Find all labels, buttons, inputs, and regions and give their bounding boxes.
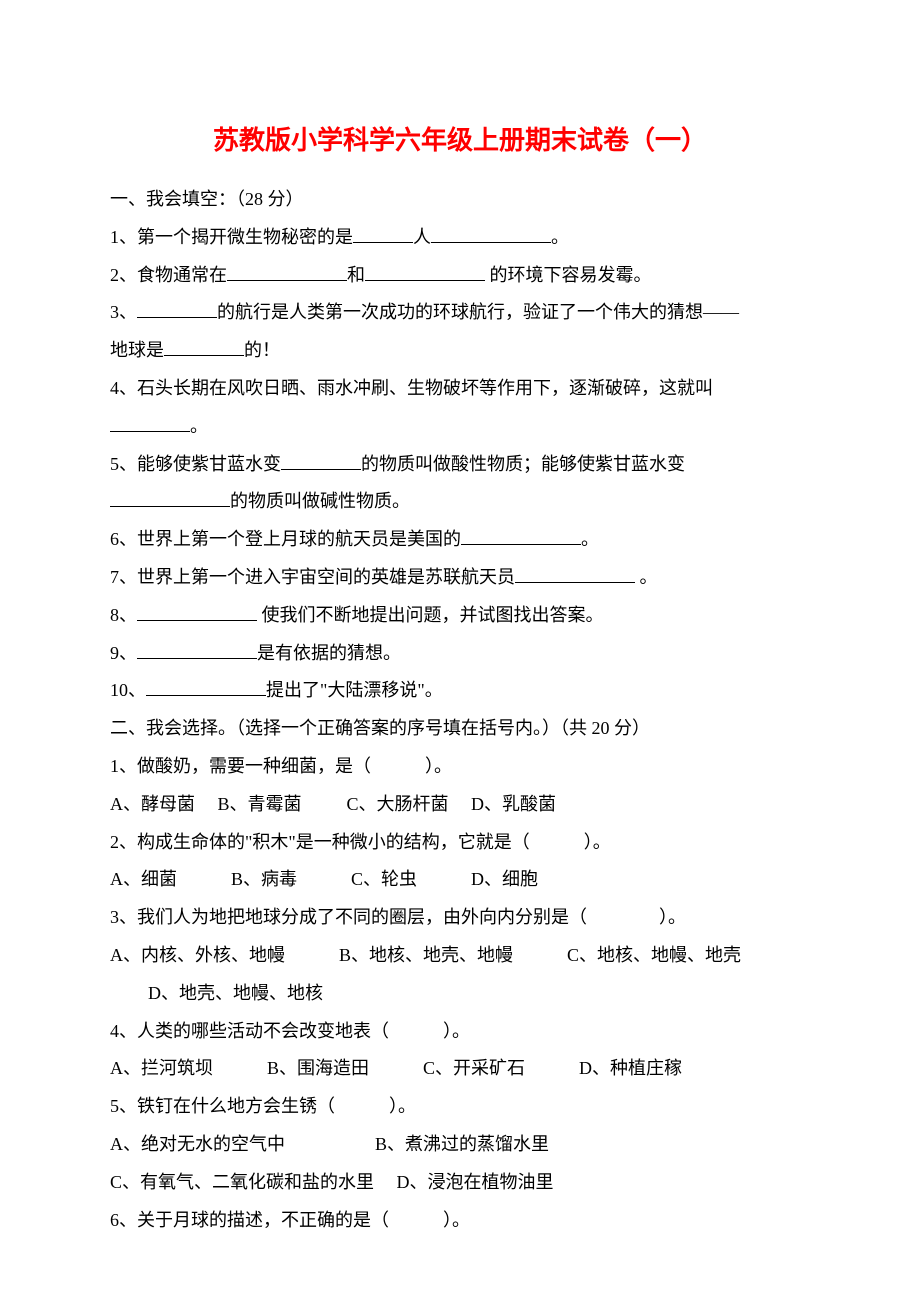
blank bbox=[461, 527, 581, 545]
q2-text2: 和 bbox=[347, 265, 365, 285]
q6-text2: 。 bbox=[581, 529, 599, 549]
blank bbox=[137, 603, 257, 621]
q5-text2: 的物质叫做酸性物质；能够使紫甘蓝水变 bbox=[361, 454, 685, 474]
q10-text2: 提出了"大陆漂移说"。 bbox=[266, 680, 443, 700]
blank bbox=[227, 263, 347, 281]
s2-q5-opts1: A、绝对无水的空气中 B、煮沸过的蒸馏水里 bbox=[110, 1126, 810, 1164]
s2-q2-opts: A、细菌 B、病毒 C、轮虫 D、细胞 bbox=[110, 861, 810, 899]
q4-text2: 。 bbox=[190, 416, 208, 436]
section2-header: 二、我会选择。（选择一个正确答案的序号填在括号内。）（共 20 分） bbox=[110, 710, 810, 748]
s2-q1-opts: A、酵母菌 B、青霉菌 C、大肠杆菌 D、乳酸菌 bbox=[110, 786, 810, 824]
q1-text1: 1、第一个揭开微生物秘密的是 bbox=[110, 227, 353, 247]
s2-q3-opts2: D、地壳、地幔、地核 bbox=[110, 975, 810, 1013]
q8-text2: 使我们不断地提出问题，并试图找出答案。 bbox=[257, 605, 604, 625]
s1-q5-line1: 5、能够使紫甘蓝水变 的物质叫做酸性物质；能够使紫甘蓝水变 bbox=[110, 446, 810, 484]
q3-text3: 地球是 bbox=[110, 340, 164, 360]
blank bbox=[164, 338, 244, 356]
blank bbox=[353, 225, 413, 243]
section1-header: 一、我会填空：（28 分） bbox=[110, 181, 810, 219]
s2-q6-stem: 6、关于月球的描述，不正确的是（ ）。 bbox=[110, 1202, 810, 1240]
blank bbox=[110, 489, 230, 507]
q2-text1: 2、食物通常在 bbox=[110, 265, 227, 285]
blank bbox=[137, 641, 257, 659]
s2-q5-stem: 5、铁钉在什么地方会生锈（ ）。 bbox=[110, 1088, 810, 1126]
q5-text1: 5、能够使紫甘蓝水变 bbox=[110, 454, 281, 474]
blank bbox=[281, 452, 361, 470]
q1-text2: 人 bbox=[413, 227, 431, 247]
s2-q4-stem: 4、人类的哪些活动不会改变地表（ ）。 bbox=[110, 1013, 810, 1051]
q1-text3: 。 bbox=[551, 227, 569, 247]
blank bbox=[431, 225, 551, 243]
blank bbox=[515, 565, 635, 583]
s1-q8: 8、 使我们不断地提出问题，并试图找出答案。 bbox=[110, 597, 810, 635]
s1-q3-line1: 3、 的航行是人类第一次成功的环球航行，验证了一个伟大的猜想—— bbox=[110, 294, 810, 332]
s1-q4-line1: 4、石头长期在风吹日晒、雨水冲刷、生物破坏等作用下，逐渐破碎，这就叫 bbox=[110, 370, 810, 408]
s2-q5-opts2: C、有氧气、二氧化碳和盐的水里 D、浸泡在植物油里 bbox=[110, 1164, 810, 1202]
blank bbox=[146, 678, 266, 696]
s1-q7: 7、世界上第一个进入宇宙空间的英雄是苏联航天员 。 bbox=[110, 559, 810, 597]
s2-q3-stem: 3、我们人为地把地球分成了不同的圈层，由外向内分别是（ ）。 bbox=[110, 899, 810, 937]
page-title: 苏教版小学科学六年级上册期末试卷（一） bbox=[110, 120, 810, 157]
blank bbox=[137, 300, 217, 318]
s1-q9: 9、 是有依据的猜想。 bbox=[110, 635, 810, 673]
q9-text1: 9、 bbox=[110, 643, 137, 663]
q3-text2: 的航行是人类第一次成功的环球航行，验证了一个伟大的猜想—— bbox=[217, 302, 739, 322]
q3-text4: 的！ bbox=[244, 340, 280, 360]
s2-q1-stem: 1、做酸奶，需要一种细菌，是（ ）。 bbox=[110, 748, 810, 786]
q7-text2: 。 bbox=[635, 567, 658, 587]
s1-q2: 2、食物通常在 和 的环境下容易发霉。 bbox=[110, 257, 810, 295]
q9-text2: 是有依据的猜想。 bbox=[257, 643, 401, 663]
q6-text1: 6、世界上第一个登上月球的航天员是美国的 bbox=[110, 529, 461, 549]
s1-q3-line2: 地球是 的！ bbox=[110, 332, 810, 370]
q3-text1: 3、 bbox=[110, 302, 137, 322]
s2-q2-stem: 2、构成生命体的"积木"是一种微小的结构，它就是（ ）。 bbox=[110, 824, 810, 862]
s1-q10: 10、 提出了"大陆漂移说"。 bbox=[110, 672, 810, 710]
s1-q6: 6、世界上第一个登上月球的航天员是美国的 。 bbox=[110, 521, 810, 559]
s1-q1: 1、第一个揭开微生物秘密的是 人 。 bbox=[110, 219, 810, 257]
blank bbox=[110, 414, 190, 432]
s1-q4-line2: 。 bbox=[110, 408, 810, 446]
q5-text3: 的物质叫做碱性物质。 bbox=[230, 491, 410, 511]
q2-text3: 的环境下容易发霉。 bbox=[485, 265, 652, 285]
q8-text1: 8、 bbox=[110, 605, 137, 625]
s1-q5-line2: 的物质叫做碱性物质。 bbox=[110, 483, 810, 521]
s2-q3-opts1: A、内核、外核、地幔 B、地核、地壳、地幔 C、地核、地幔、地壳 bbox=[110, 937, 810, 975]
blank bbox=[365, 263, 485, 281]
q10-text1: 10、 bbox=[110, 680, 146, 700]
q4-text1: 4、石头长期在风吹日晒、雨水冲刷、生物破坏等作用下，逐渐破碎，这就叫 bbox=[110, 378, 713, 398]
q7-text1: 7、世界上第一个进入宇宙空间的英雄是苏联航天员 bbox=[110, 567, 515, 587]
s2-q4-opts: A、拦河筑坝 B、围海造田 C、开采矿石 D、种植庄稼 bbox=[110, 1050, 810, 1088]
